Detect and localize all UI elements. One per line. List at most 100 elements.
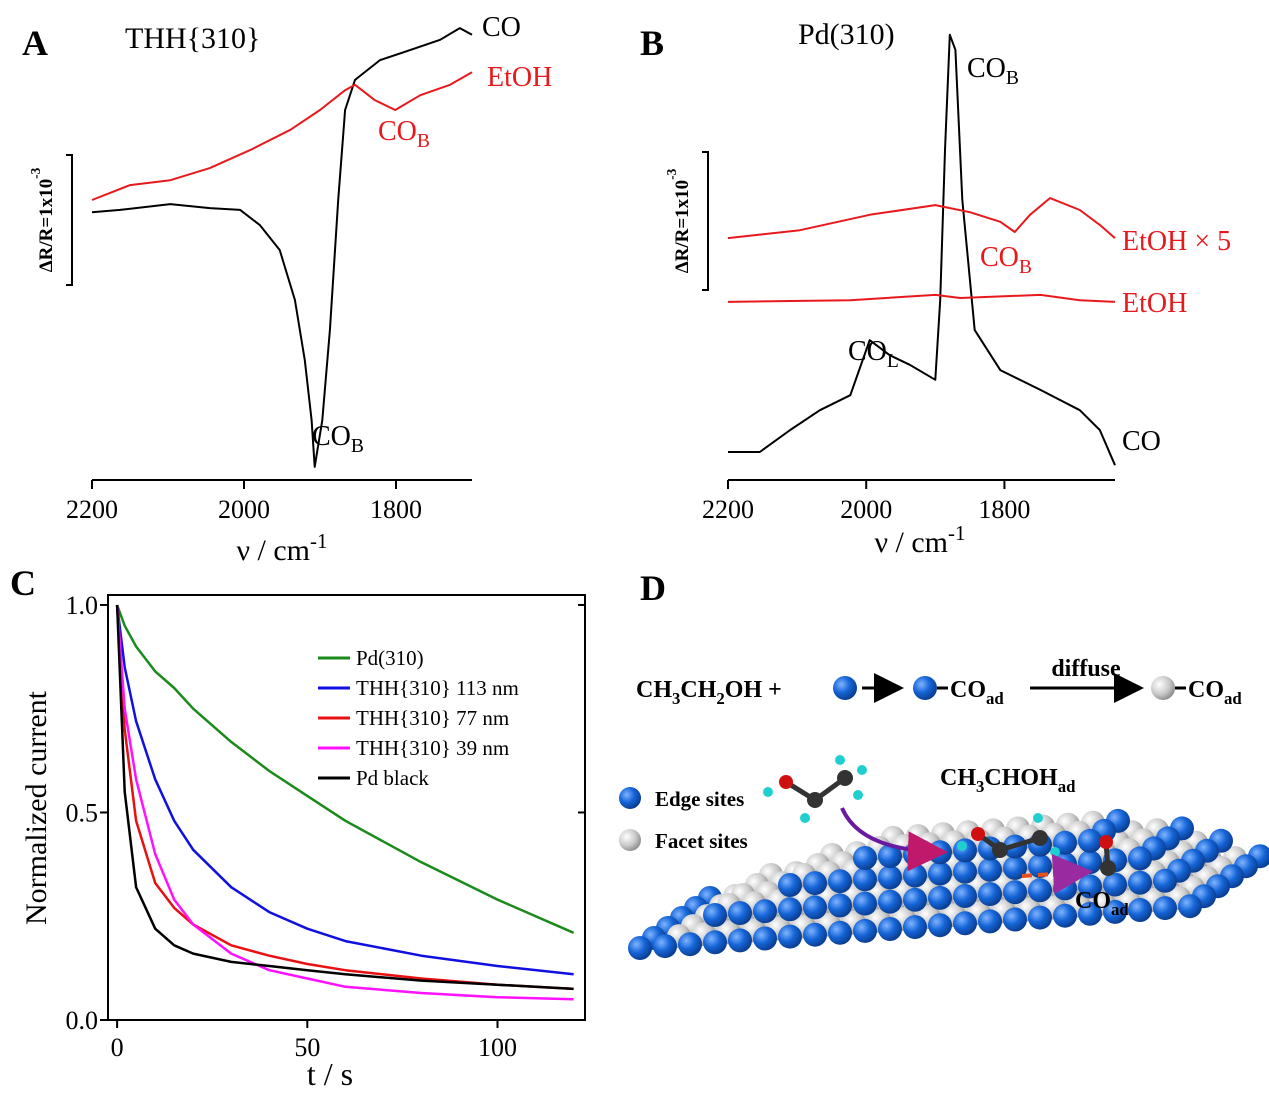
atom <box>1028 905 1052 930</box>
annotation-part: CO <box>967 53 1006 84</box>
data-line <box>115 604 574 991</box>
reactant-part: 2 <box>716 689 724 708</box>
atom <box>903 915 927 940</box>
annotation: COB <box>967 53 1019 89</box>
series-label: CO <box>1122 426 1161 457</box>
intermediate-label-part: 3 <box>976 777 984 796</box>
intermediate-label-part: CH <box>940 765 976 791</box>
product-part: CO <box>950 677 986 703</box>
atom <box>1003 855 1027 880</box>
atom <box>678 932 702 957</box>
atom <box>1003 907 1027 932</box>
atom <box>728 928 752 953</box>
atom <box>878 889 902 914</box>
annotation-part: CO <box>980 242 1019 273</box>
legend-label: THH{310} 113 nm <box>356 676 519 700</box>
x-axis-label-part: -1 <box>948 521 966 545</box>
x-axis-label-part: ν / cm <box>236 534 310 567</box>
annotation-part: CO <box>378 116 417 147</box>
legend-label: Edge sites <box>655 787 744 811</box>
x-tick-label: 1800 <box>370 495 422 524</box>
atom <box>803 895 827 920</box>
atom <box>1153 896 1177 921</box>
series-label: EtOH × 5 <box>1122 226 1231 257</box>
atom <box>953 911 977 936</box>
atom <box>703 903 727 927</box>
scale-bar-label: ΔR/R=1x10-3 <box>28 167 57 272</box>
intermediate-label-part: ad <box>1058 777 1076 796</box>
atom <box>803 871 827 896</box>
annotation-part: B <box>351 436 364 457</box>
atom <box>1053 830 1077 855</box>
atom <box>778 924 802 949</box>
atom <box>1103 872 1127 897</box>
atom <box>1178 894 1202 919</box>
annotation-part: B <box>417 131 430 152</box>
reactant-part: CH <box>636 677 672 703</box>
surface-product-label-part: CO <box>1075 888 1111 914</box>
plot-frame <box>107 594 586 1021</box>
scale-bar-label-part: -3 <box>28 167 43 178</box>
intermediate-label-part: CHOH <box>984 765 1058 791</box>
data-line <box>727 197 1116 240</box>
panel-label: D <box>640 568 666 608</box>
atom <box>903 863 927 888</box>
catalyst-surface <box>628 808 1269 960</box>
atom <box>1053 876 1077 901</box>
atom <box>753 899 777 924</box>
annotation-part: CO <box>848 336 887 367</box>
x-tick-label: 2200 <box>66 495 118 524</box>
series-label: EtOH <box>487 62 552 93</box>
atom <box>853 867 877 892</box>
atom <box>1078 901 1102 926</box>
atom <box>853 891 877 916</box>
x-tick-label: 100 <box>478 1033 517 1062</box>
chart-title: THH{310} <box>125 22 260 55</box>
atom <box>978 857 1002 882</box>
y-axis-label: Normalized current <box>20 690 53 925</box>
x-axis-label: t / s <box>307 1056 353 1092</box>
atom <box>753 926 777 951</box>
data-line <box>115 604 574 976</box>
scale-bar-label-part: -3 <box>664 168 679 179</box>
product: COad <box>950 677 1004 708</box>
atom <box>978 909 1002 934</box>
intermediate-label: CH3CHOHad <box>940 765 1076 796</box>
x-tick-label: 2000 <box>840 495 892 524</box>
annotation-part: B <box>1019 257 1032 278</box>
x-tick-label: 2200 <box>702 495 754 524</box>
x-axis-label: ν / cm-1 <box>236 529 327 567</box>
atom <box>928 861 952 886</box>
atom <box>928 913 952 938</box>
scale-bar-label-part: ΔR/R=1x10 <box>36 179 57 272</box>
scale-bar-label: ΔR/R=1x10-3 <box>664 168 693 273</box>
atom <box>878 865 902 890</box>
y-tick-label: 0.5 <box>66 798 99 827</box>
atom <box>1078 850 1102 875</box>
atom <box>653 934 677 959</box>
atom <box>828 920 852 945</box>
panel-label: A <box>22 23 48 63</box>
legend-label: Pd black <box>356 766 429 790</box>
atom <box>1128 898 1152 922</box>
legend-label: THH{310} 39 nm <box>356 736 509 760</box>
data-line <box>115 604 575 934</box>
reactant-part: OH + <box>725 677 782 703</box>
atom <box>853 846 877 870</box>
annotation: COL <box>848 336 899 372</box>
surface-product-label: COad <box>1075 888 1129 919</box>
atom <box>1153 868 1177 893</box>
data-line <box>727 293 1116 303</box>
panel-label: B <box>640 23 664 63</box>
atom <box>978 882 1002 907</box>
atom <box>778 873 802 897</box>
reactant-part: CH <box>680 677 716 703</box>
atom <box>928 885 952 910</box>
x-tick-label: 1800 <box>978 495 1030 524</box>
legend-label: Pd(310) <box>356 646 424 670</box>
atom <box>803 922 827 947</box>
data-line <box>91 71 473 201</box>
atom <box>1128 870 1152 895</box>
data-line <box>91 27 473 468</box>
series-label: CO <box>482 12 521 43</box>
